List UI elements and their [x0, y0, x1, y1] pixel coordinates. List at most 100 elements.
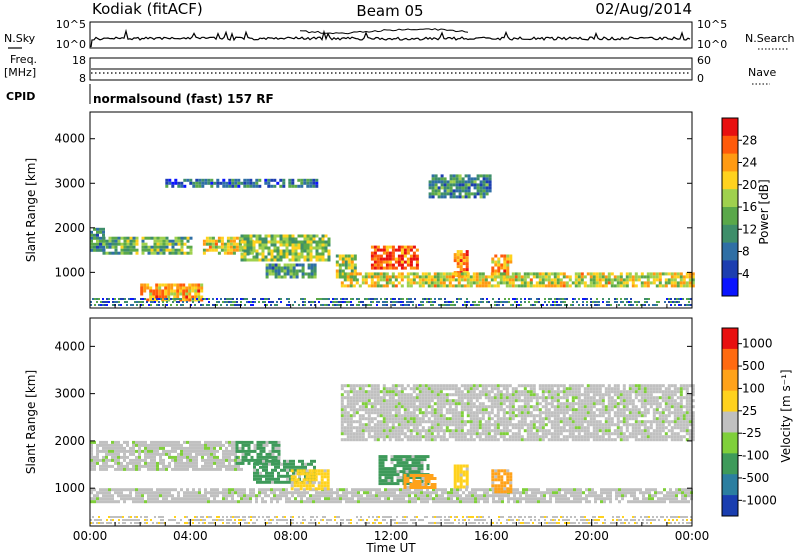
velocity-cell — [216, 491, 219, 495]
power-cell — [640, 272, 644, 276]
power-cell — [482, 174, 486, 178]
power-cell — [625, 278, 629, 282]
velocity-cell — [114, 488, 117, 492]
power-cell — [412, 251, 416, 255]
velocity-cell — [388, 426, 392, 430]
velocity-cell — [141, 449, 144, 453]
power-speckle — [176, 304, 178, 306]
velocity-cell — [228, 443, 231, 447]
velocity-cell — [390, 467, 394, 471]
velocity-cell — [514, 387, 518, 391]
power-speckle — [448, 304, 450, 306]
power-cell — [505, 281, 509, 285]
velocity-cell — [418, 384, 422, 388]
power-cell — [168, 239, 172, 243]
power-speckle — [412, 304, 414, 306]
velocity-cell — [543, 497, 546, 501]
power-cell — [226, 251, 230, 255]
velocity-cell — [494, 475, 498, 479]
power-cell — [265, 266, 269, 270]
power-cell — [397, 260, 401, 264]
power-cell — [280, 275, 284, 279]
power-cell — [370, 284, 374, 288]
velocity-cell — [352, 414, 356, 418]
velocity-cell — [336, 500, 339, 504]
velocity-cell — [490, 399, 494, 403]
power-cell — [430, 278, 434, 282]
velocity-cell — [552, 488, 555, 492]
velocity-cell — [111, 488, 114, 492]
power-speckle — [590, 301, 592, 303]
power-cell — [517, 278, 521, 282]
velocity-cell — [261, 491, 264, 495]
velocity-cell — [439, 408, 443, 412]
velocity-cell — [349, 390, 353, 394]
velocity-cell — [312, 488, 315, 492]
power-speckle — [120, 298, 122, 300]
power-speckle — [614, 298, 616, 300]
power-cell — [485, 189, 489, 193]
velocity-cell — [305, 475, 309, 479]
velocity-cell — [231, 449, 234, 453]
power-cell — [431, 180, 435, 184]
velocity-cell — [108, 458, 111, 462]
velocity-cell — [366, 494, 369, 498]
power-cell — [415, 275, 419, 279]
velocity-cell — [471, 494, 474, 498]
power-cell — [303, 237, 307, 241]
power-cell — [289, 263, 293, 267]
power-speckle — [374, 298, 376, 300]
power-cell — [437, 177, 441, 181]
power-speckle — [318, 298, 320, 300]
power-cell — [431, 183, 435, 187]
velocity-cell — [105, 458, 108, 462]
power-cell — [303, 240, 307, 244]
power-cell — [440, 174, 444, 178]
velocity-cell — [299, 487, 303, 491]
velocity-cell — [576, 494, 579, 498]
velocity-cell — [156, 467, 159, 471]
power-cell — [255, 252, 259, 256]
velocity-cell — [447, 494, 450, 498]
power-cell — [400, 260, 404, 264]
power-cell — [198, 181, 202, 185]
velocity-cell — [405, 461, 409, 465]
velocity-cell — [388, 414, 392, 418]
power-speckle — [160, 298, 162, 300]
velocity-cell — [549, 494, 552, 498]
power-cell — [494, 269, 498, 273]
velocity-cell — [465, 464, 469, 468]
power-cell — [461, 183, 465, 187]
power-cell — [434, 192, 438, 196]
power-cell — [619, 284, 623, 288]
velocity-cell — [439, 396, 443, 400]
power-cell — [246, 237, 250, 241]
velocity-cell — [159, 440, 162, 444]
power-cell — [297, 243, 301, 247]
velocity-cell — [237, 500, 240, 504]
power-speckle — [258, 301, 260, 303]
power-speckle — [262, 298, 264, 300]
velocity-cell — [509, 487, 513, 491]
power-speckle — [462, 304, 464, 306]
power-cell — [434, 186, 438, 190]
power-cell — [165, 181, 169, 185]
velocity-cell — [579, 488, 582, 492]
velocity-cell — [156, 491, 159, 495]
velocity-cell — [469, 429, 473, 433]
power-speckle — [326, 304, 328, 306]
power-cell — [526, 272, 530, 276]
velocity-cell — [180, 464, 183, 468]
power-cell — [264, 240, 268, 244]
power-speckle — [448, 301, 450, 303]
power-speckle — [308, 301, 310, 303]
velocity-cell — [213, 461, 216, 465]
power-cell — [268, 263, 272, 267]
power-cell — [568, 284, 572, 288]
velocity-cell — [459, 467, 463, 471]
velocity-cell — [231, 494, 234, 498]
power-cell — [246, 234, 250, 238]
power-cell — [589, 284, 593, 288]
power-cell — [473, 183, 477, 187]
